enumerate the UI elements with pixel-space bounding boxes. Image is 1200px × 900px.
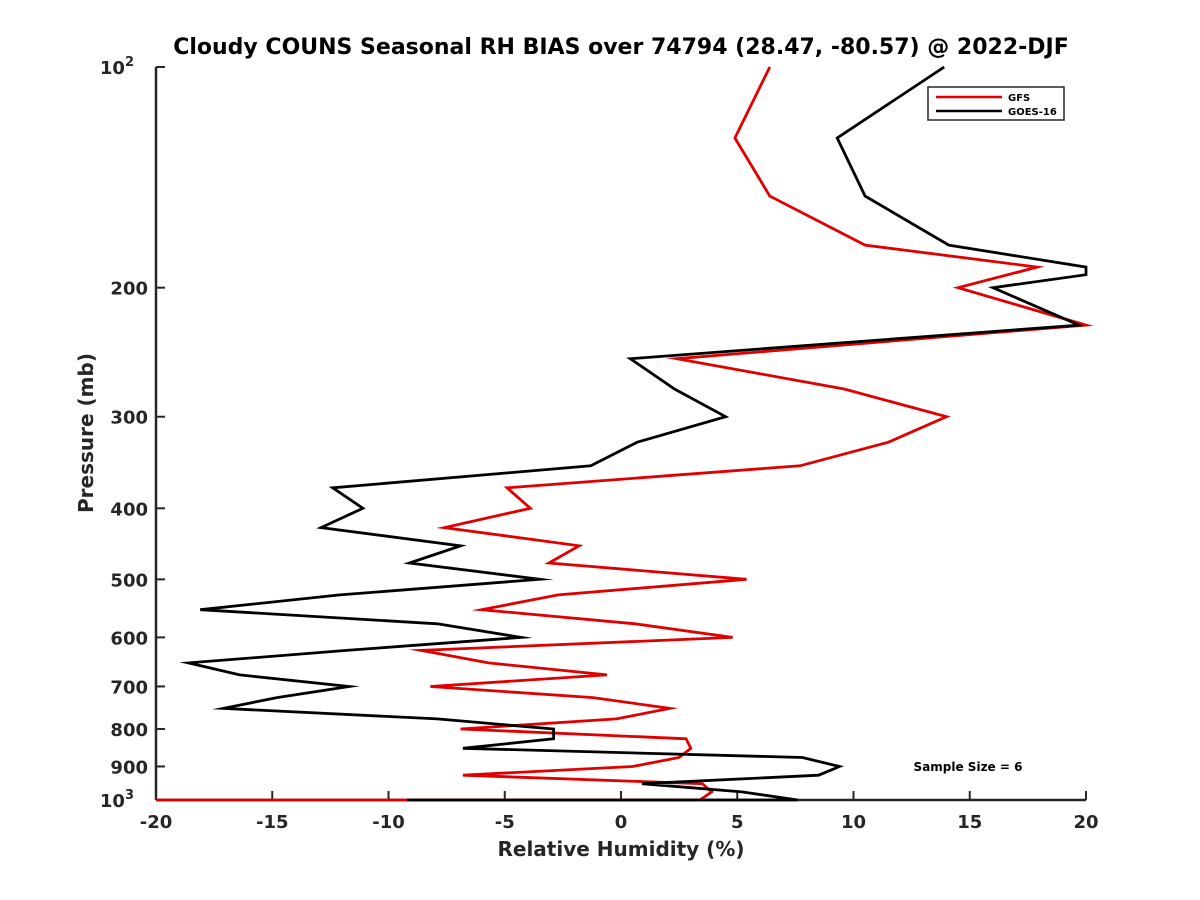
y-ticks: 102 200 300 400 500 600 700 800 900 103 [100,55,165,812]
y-tick-label: 700 [110,677,148,698]
y-tick-label: 300 [110,408,148,429]
legend-box [927,86,1065,121]
y-tick-label: 600 [110,628,148,649]
y-axis-label: Pressure (mb) [74,353,98,513]
x-tick-label: -20 [140,812,173,833]
y-tick-label: 200 [110,279,148,300]
x-tick-label: -5 [495,812,515,833]
legend-label-goes16: GOES-16 [1008,107,1057,118]
chart-title: Cloudy COUNS Seasonal RH BIAS over 74794… [173,35,1069,60]
x-tick-label: 5 [731,812,744,833]
x-tick-label: -10 [372,812,405,833]
x-tick-label: 0 [615,812,628,833]
legend: GFS GOES-16 [927,86,1065,121]
x-tick-label: 15 [957,812,982,833]
y-tick-label: 103 [100,788,134,812]
series-line-goes16 [179,65,1088,802]
x-tick-label: 20 [1073,812,1098,833]
series-lines [156,65,1094,802]
series-line-gfs [156,66,1094,802]
x-ticks: -20 -15 -10 -5 0 5 10 15 20 [140,791,1099,833]
x-axis-label: Relative Humidity (%) [497,837,744,861]
x-tick-label: -15 [256,812,289,833]
y-tick-label: 800 [110,720,148,741]
x-tick-label: 10 [841,812,866,833]
y-tick-label: 500 [110,570,148,591]
y-tick-label: 102 [100,55,134,79]
y-tick-label: 400 [110,499,148,520]
y-tick-label: 900 [110,757,148,778]
legend-label-gfs: GFS [1008,93,1030,104]
sample-size-annotation: Sample Size = 6 [914,760,1023,774]
